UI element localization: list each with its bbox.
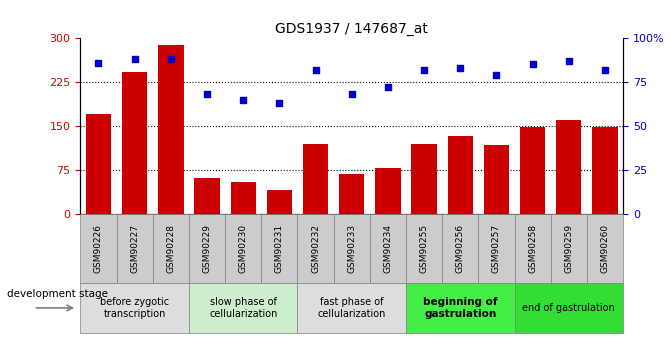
Bar: [484, 145, 509, 214]
Text: beginning of
gastrulation: beginning of gastrulation: [423, 297, 498, 319]
Point: [346, 91, 357, 97]
Text: GSM90232: GSM90232: [311, 224, 320, 273]
Bar: [592, 127, 618, 214]
Bar: [158, 45, 184, 214]
Point: [129, 56, 140, 62]
Text: slow phase of
cellularization: slow phase of cellularization: [209, 297, 277, 319]
Text: before zygotic
transcription: before zygotic transcription: [100, 297, 170, 319]
Point: [202, 91, 212, 97]
Text: GSM90258: GSM90258: [528, 224, 537, 273]
Point: [491, 72, 502, 78]
Text: GSM90228: GSM90228: [166, 224, 176, 273]
Point: [93, 60, 104, 65]
Point: [527, 61, 538, 67]
Title: GDS1937 / 147687_at: GDS1937 / 147687_at: [275, 21, 428, 36]
Text: development stage: development stage: [7, 289, 108, 299]
Point: [383, 85, 393, 90]
Bar: [122, 72, 147, 214]
Bar: [411, 144, 437, 214]
Text: GSM90259: GSM90259: [564, 224, 574, 273]
Text: GSM90256: GSM90256: [456, 224, 465, 273]
Text: GSM90227: GSM90227: [130, 224, 139, 273]
Bar: [448, 137, 473, 214]
Bar: [267, 190, 292, 214]
Text: GSM90257: GSM90257: [492, 224, 501, 273]
Bar: [520, 127, 545, 214]
Point: [238, 97, 249, 102]
Bar: [375, 168, 401, 214]
Point: [563, 58, 574, 63]
Text: end of gastrulation: end of gastrulation: [523, 303, 615, 313]
Text: GSM90231: GSM90231: [275, 224, 284, 273]
Text: GSM90233: GSM90233: [347, 224, 356, 273]
Point: [455, 65, 466, 71]
Text: GSM90234: GSM90234: [383, 224, 393, 273]
Point: [274, 100, 285, 106]
Text: fast phase of
cellularization: fast phase of cellularization: [318, 297, 386, 319]
Point: [419, 67, 429, 72]
Text: GSM90230: GSM90230: [239, 224, 248, 273]
Text: GSM90255: GSM90255: [419, 224, 429, 273]
Bar: [230, 181, 256, 214]
Bar: [339, 174, 364, 214]
Text: GSM90226: GSM90226: [94, 224, 103, 273]
Point: [600, 67, 610, 72]
Point: [310, 67, 321, 72]
Bar: [86, 114, 111, 214]
Bar: [303, 144, 328, 214]
Bar: [194, 178, 220, 214]
Bar: [556, 120, 582, 214]
Point: [165, 56, 176, 62]
Text: GSM90260: GSM90260: [600, 224, 610, 273]
Text: GSM90229: GSM90229: [202, 224, 212, 273]
